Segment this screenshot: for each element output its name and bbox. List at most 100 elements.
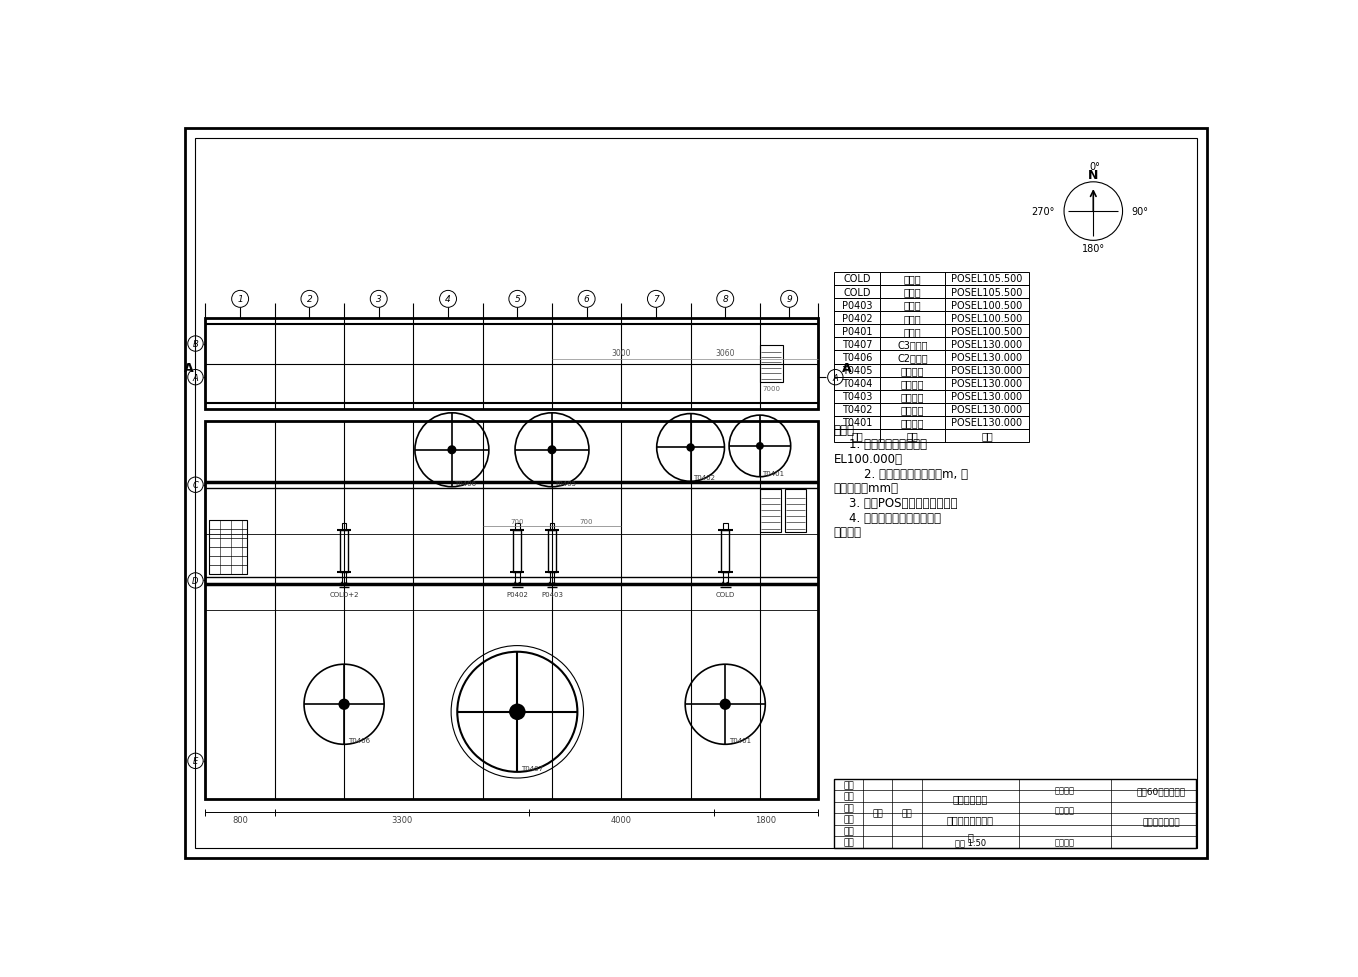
Text: 脱乙烷塔: 脱乙烷塔	[900, 392, 925, 402]
Bar	[721, 531, 729, 573]
Text: 4000: 4000	[611, 815, 631, 824]
Text: 日期: 日期	[902, 809, 913, 818]
Text: 专业化艺: 专业化艺	[1055, 838, 1074, 847]
Text: 7000: 7000	[762, 386, 781, 392]
Text: 备烯烃工艺设计: 备烯烃工艺设计	[1142, 817, 1180, 827]
Bar	[722, 524, 728, 531]
Text: 比例 1:50: 比例 1:50	[955, 838, 986, 847]
Text: POSEL100.500: POSEL100.500	[952, 300, 1023, 311]
Text: POSEL100.500: POSEL100.500	[952, 326, 1023, 336]
Bar	[209, 521, 247, 574]
Text: COLD: COLD	[716, 591, 735, 597]
Bar	[834, 416, 1028, 430]
Text: COLD: COLD	[843, 287, 870, 297]
Bar	[515, 573, 520, 584]
Text: POSEL130.000: POSEL130.000	[952, 340, 1023, 350]
Circle shape	[511, 704, 524, 719]
Text: 设计阶段: 设计阶段	[1055, 805, 1074, 815]
Text: 脱甲烷塔: 脱甲烷塔	[900, 365, 925, 376]
Text: B: B	[193, 340, 198, 349]
Text: 1: 1	[238, 295, 243, 304]
Bar	[550, 524, 554, 531]
Text: COLD: COLD	[843, 275, 870, 284]
Text: A: A	[832, 373, 838, 382]
Text: 90°: 90°	[1131, 207, 1149, 217]
Bar	[834, 404, 1028, 416]
Text: POSEL105.500: POSEL105.500	[952, 275, 1023, 284]
Text: 脱己烷塔: 脱己烷塔	[900, 379, 925, 389]
Text: 位号: 位号	[851, 431, 862, 441]
Bar	[834, 299, 1028, 312]
Text: P0402: P0402	[842, 314, 872, 323]
Text: 年产60万吨甲醇制: 年产60万吨甲醇制	[1137, 786, 1186, 795]
Text: 700: 700	[511, 519, 524, 525]
Text: POSEL130.000: POSEL130.000	[952, 404, 1023, 415]
Text: 例绘制。: 例绘制。	[834, 526, 862, 538]
Text: 设计项目: 设计项目	[1055, 786, 1074, 795]
Text: T0406: T0406	[842, 353, 872, 362]
Text: EL100.000；: EL100.000；	[834, 452, 903, 466]
Text: T0401: T0401	[729, 738, 751, 743]
Text: D: D	[193, 576, 198, 585]
Text: 3300: 3300	[391, 815, 413, 824]
Bar	[205, 319, 818, 409]
Text: T0405: T0405	[554, 481, 576, 487]
Text: C3分离塔: C3分离塔	[898, 340, 928, 350]
Text: 700: 700	[580, 519, 593, 525]
Bar	[722, 573, 728, 584]
Circle shape	[448, 446, 455, 454]
Bar	[205, 422, 818, 799]
Text: P0403: P0403	[540, 591, 564, 597]
Circle shape	[549, 446, 555, 454]
Text: POSEL130.000: POSEL130.000	[952, 365, 1023, 376]
Text: 进料泵: 进料泵	[904, 326, 922, 336]
Bar	[834, 325, 1028, 338]
Circle shape	[721, 700, 731, 709]
Text: 6: 6	[584, 295, 589, 304]
Bar	[342, 573, 346, 584]
Bar	[342, 524, 346, 531]
Text: 图: 图	[967, 831, 974, 841]
Bar	[834, 351, 1028, 364]
Text: 产品精制工段: 产品精制工段	[952, 793, 987, 803]
Text: 压缩泵: 压缩泵	[904, 314, 922, 323]
Circle shape	[687, 445, 694, 451]
Text: T0401: T0401	[842, 418, 872, 428]
Text: 4. 图中管口及法兰等未按比: 4. 图中管口及法兰等未按比	[834, 511, 941, 524]
Text: 说明：: 说明：	[834, 423, 854, 437]
Text: 270°: 270°	[1032, 207, 1055, 217]
Text: 标高: 标高	[982, 431, 993, 441]
Bar	[834, 364, 1028, 377]
Text: 0°: 0°	[1089, 162, 1100, 172]
Text: C2分离塔: C2分离塔	[898, 353, 928, 362]
Text: T0403: T0403	[842, 392, 872, 402]
Bar	[834, 390, 1028, 404]
Text: POSEL130.000: POSEL130.000	[952, 418, 1023, 428]
Bar	[549, 531, 555, 573]
Text: 设备: 设备	[907, 431, 918, 441]
Text: 7: 7	[653, 295, 659, 304]
Text: 9: 9	[786, 295, 792, 304]
Text: T0401: T0401	[762, 470, 785, 477]
Text: N: N	[1088, 168, 1099, 182]
Text: 3. 图中POS表示设备支撑点；: 3. 图中POS表示设备支撑点；	[834, 496, 957, 509]
Text: 签字: 签字	[872, 809, 883, 818]
Text: 1800: 1800	[755, 815, 777, 824]
Circle shape	[756, 444, 763, 449]
Text: 3: 3	[376, 295, 382, 304]
Text: P0403: P0403	[842, 300, 872, 311]
Text: POSEL130.000: POSEL130.000	[952, 379, 1023, 389]
Text: C: C	[193, 481, 198, 489]
Text: 5: 5	[515, 295, 520, 304]
Text: T0406: T0406	[454, 481, 477, 487]
Text: 校对: 校对	[843, 803, 854, 812]
Text: 3000: 3000	[611, 349, 631, 358]
Text: P0402: P0402	[507, 591, 528, 597]
Text: T0404: T0404	[842, 379, 872, 389]
Bar	[550, 573, 554, 584]
Text: POSEL105.500: POSEL105.500	[952, 287, 1023, 297]
Text: 脱丁烷塔: 脱丁烷塔	[900, 418, 925, 428]
Text: 冷却器: 冷却器	[904, 275, 922, 284]
Text: 2. 图中标高尺寸单位为m, 其: 2. 图中标高尺寸单位为m, 其	[834, 467, 968, 481]
Text: 2: 2	[307, 295, 312, 304]
